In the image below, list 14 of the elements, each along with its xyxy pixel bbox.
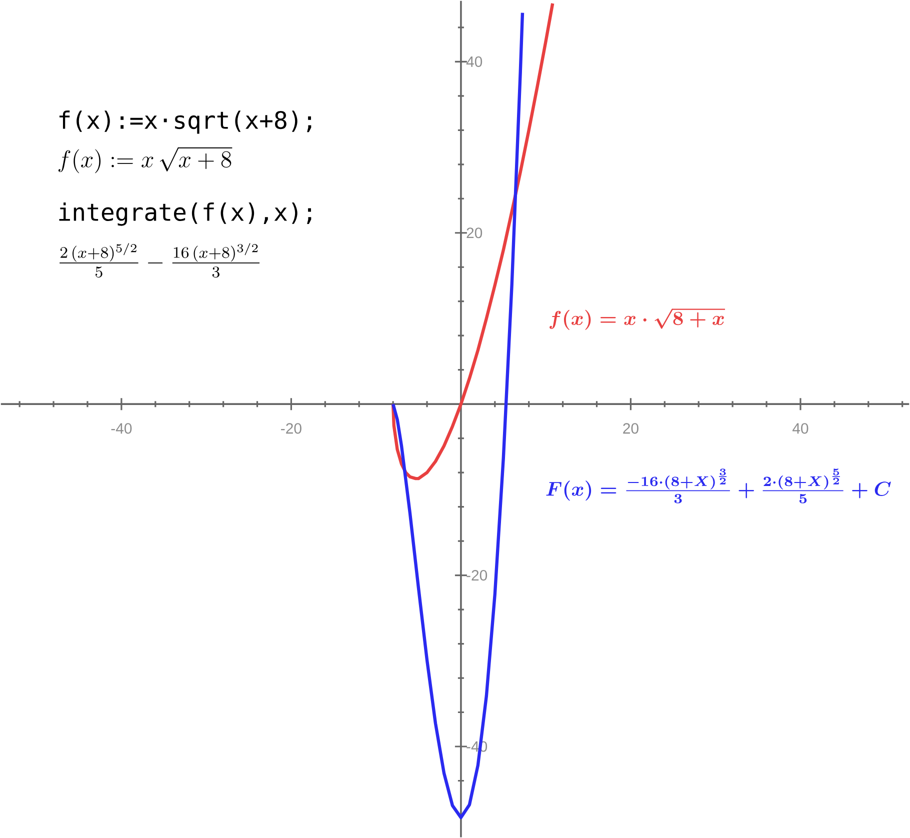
annotation: f(x):=x·sqrt(x+8); (59, 110, 312, 134)
y-tick-label: 40 (466, 56, 482, 67)
annotation: $\frac{2\,(x+8)^{5/2}}{5}-\frac{16\,(x+8)^{3/2}}{3}$ (60, 243, 260, 278)
x-tick-label: -20 (281, 423, 302, 434)
y-tick-label: -20 (466, 570, 488, 581)
line-series (391, 11, 524, 820)
x-tick-label: 20 (623, 423, 638, 434)
text: $F(x)=\frac{-16\cdot(8+X)^{\frac{3}{2}}}{3}+\frac{2\cdot(8+X)^{\frac{5}{2}}}{5}+C$ (546, 468, 891, 504)
y-tick-label: 20 (466, 228, 482, 238)
x-tick-label: 40 (792, 423, 808, 434)
x-tick-label: -40 (111, 423, 132, 434)
annotation: $f(x):=x\,\sqrt{x+8}$ (58, 147, 232, 174)
text: $f(x)=x\cdot\sqrt{8+x}$ (550, 308, 726, 330)
annotation: integrate(f(x),x); (59, 202, 312, 226)
